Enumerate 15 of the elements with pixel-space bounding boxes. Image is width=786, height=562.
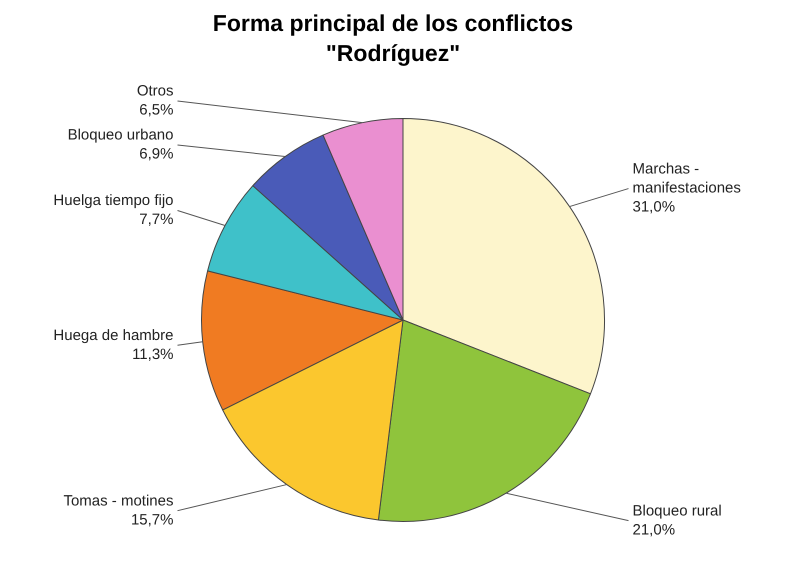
slice-label: Otros [136,82,174,100]
data-label: 15,7% [130,511,174,528]
slice-label: Bloqueo rural [632,502,722,520]
slice-label: Huega de hambre [53,326,174,344]
slice-label: Bloqueo urbano [68,126,174,144]
data-label: 6,9% [139,146,174,163]
data-label: 6,5% [139,102,174,119]
slice-label: Marchas - manifestaciones [632,160,741,197]
data-label: 7,7% [139,211,174,228]
data-label: 11,3% [132,346,174,363]
slice-label: Tomas - motines [63,492,174,510]
slice-label: Huelga tiempo fijo [53,192,174,210]
chart-title: Forma principal de los conflictos "Rodríguez" [212,9,574,68]
data-label: 31,0% [632,198,676,216]
data-label: 21,0% [632,521,676,538]
